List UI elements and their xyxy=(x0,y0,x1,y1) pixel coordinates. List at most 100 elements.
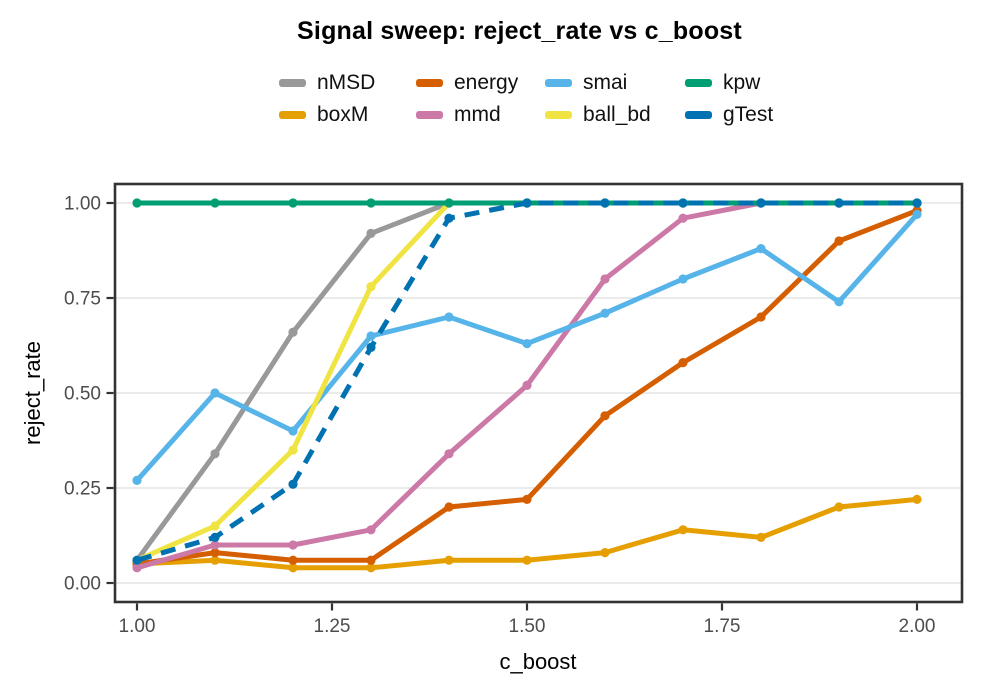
legend-item-kpw: kpw xyxy=(685,71,795,94)
data-point-gTest xyxy=(600,198,610,208)
y-tick-label: 0.25 xyxy=(64,479,101,500)
data-point-gTest xyxy=(912,198,922,208)
data-point-gTest xyxy=(756,198,766,208)
legend-key-ball_bd xyxy=(545,110,572,119)
data-point-energy xyxy=(288,555,298,565)
legend-label: ball_bd xyxy=(583,103,651,127)
data-point-gTest xyxy=(522,198,532,208)
data-point-smai xyxy=(132,475,142,485)
legend: nMSD energy smai kpw boxM mmd ball_bd gTest xyxy=(279,71,795,126)
data-point-nMSD xyxy=(210,449,220,459)
data-point-smai xyxy=(600,308,610,318)
legend-label: smai xyxy=(583,71,628,94)
data-point-boxM xyxy=(522,555,532,565)
data-point-mmd xyxy=(444,449,454,459)
data-point-mmd xyxy=(132,563,142,573)
legend-key-mmd xyxy=(416,110,443,119)
data-point-gTest xyxy=(366,342,376,352)
legend-key-gTest xyxy=(685,110,712,119)
data-point-kpw xyxy=(132,198,142,208)
data-point-mmd xyxy=(522,380,532,390)
data-point-gTest xyxy=(288,479,298,489)
legend-row: boxM mmd ball_bd gTest xyxy=(279,103,795,126)
data-point-ball_bd xyxy=(366,282,376,292)
data-point-smai xyxy=(678,274,688,284)
x-axis-title: c_boost xyxy=(499,649,576,674)
legend-row: nMSD energy smai kpw xyxy=(279,71,795,94)
legend-label: energy xyxy=(454,71,519,94)
data-point-gTest xyxy=(678,198,688,208)
data-point-boxM xyxy=(600,548,610,558)
data-point-gTest xyxy=(210,532,220,543)
data-point-boxM xyxy=(288,563,298,573)
data-point-mmd xyxy=(210,540,220,550)
data-point-mmd xyxy=(288,540,298,550)
legend-label: boxM xyxy=(317,103,369,127)
data-point-energy xyxy=(522,494,532,504)
data-point-kpw xyxy=(366,198,376,208)
legend-label: nMSD xyxy=(317,71,376,94)
data-point-kpw xyxy=(210,198,220,208)
legend-item-boxM: boxM xyxy=(279,103,416,126)
data-point-boxM xyxy=(366,563,376,573)
data-point-boxM xyxy=(678,525,688,535)
legend-key-smai xyxy=(545,78,572,87)
data-point-boxM xyxy=(444,555,454,565)
data-point-energy xyxy=(210,548,220,558)
data-point-nMSD xyxy=(366,228,376,238)
legend-key-nMSD xyxy=(279,78,306,87)
legend-item-ball_bd: ball_bd xyxy=(545,103,685,126)
y-tick-label: 0.00 xyxy=(64,574,101,595)
panel-border xyxy=(113,182,964,604)
plot-generated-layer: 1.00 1.25 1.50 1.75 2.00 0.00 0.25 0.50 0.75 1.00 xyxy=(64,182,964,637)
x-tick-label: 1.75 xyxy=(704,616,741,637)
data-point-smai xyxy=(366,331,376,341)
data-point-ball_bd xyxy=(210,521,220,531)
data-point-smai xyxy=(444,312,454,322)
data-point-kpw xyxy=(444,198,454,208)
data-point-smai xyxy=(756,244,766,254)
x-tick-label: 1.25 xyxy=(314,616,351,637)
y-axis-title: reject_rate xyxy=(20,341,45,445)
legend-item-gTest: gTest xyxy=(685,103,795,126)
legend-item-energy: energy xyxy=(416,71,545,94)
legend-key-energy xyxy=(416,78,443,87)
data-point-mmd xyxy=(366,525,376,535)
chart-title: Signal sweep: reject_rate vs c_boost xyxy=(297,17,742,45)
data-point-mmd xyxy=(600,274,610,284)
x-tick-label: 1.00 xyxy=(119,616,156,637)
data-point-gTest xyxy=(132,555,142,565)
data-point-gTest xyxy=(834,198,844,208)
y-tick-label: 0.75 xyxy=(64,289,101,310)
data-point-mmd xyxy=(678,213,688,223)
legend-label: mmd xyxy=(454,103,501,127)
x-tick-label: 2.00 xyxy=(899,616,936,637)
legend-label: gTest xyxy=(723,103,774,127)
data-point-smai xyxy=(288,426,298,436)
data-point-energy xyxy=(366,555,376,565)
data-point-gTest xyxy=(444,213,454,223)
data-point-boxM xyxy=(210,555,220,565)
data-point-energy xyxy=(834,236,844,246)
data-point-energy xyxy=(678,358,688,368)
x-tick-label: 1.50 xyxy=(509,616,546,637)
data-point-kpw xyxy=(288,198,298,208)
data-point-energy xyxy=(756,312,766,322)
y-tick-label: 0.50 xyxy=(64,384,101,405)
legend-key-kpw xyxy=(685,78,712,87)
data-point-smai xyxy=(522,339,532,349)
data-point-energy xyxy=(600,411,610,421)
data-point-boxM xyxy=(834,502,844,512)
legend-label: kpw xyxy=(723,71,761,94)
data-point-boxM xyxy=(912,494,922,504)
data-point-smai xyxy=(912,209,922,219)
data-point-nMSD xyxy=(288,327,298,337)
data-point-ball_bd xyxy=(288,445,298,455)
legend-item-nMSD: nMSD xyxy=(279,71,416,94)
data-point-smai xyxy=(834,297,844,307)
legend-item-smai: smai xyxy=(545,71,685,94)
legend-item-mmd: mmd xyxy=(416,103,545,126)
data-point-energy xyxy=(444,502,454,512)
